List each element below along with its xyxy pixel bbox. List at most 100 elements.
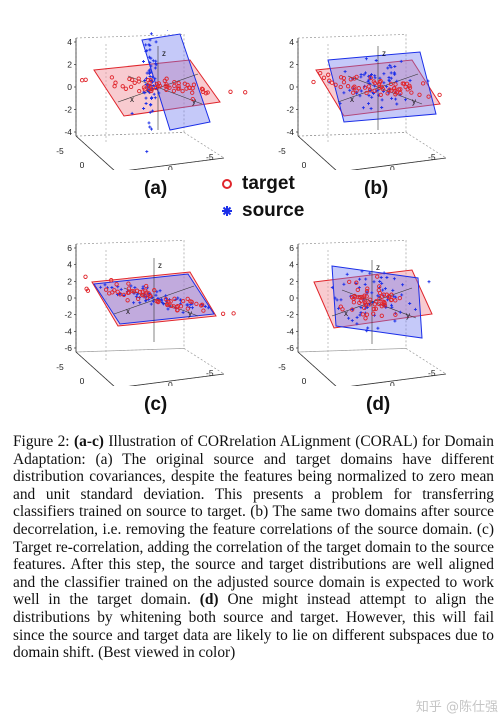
source-point bbox=[138, 301, 142, 305]
target-point bbox=[367, 88, 373, 93]
target-point bbox=[338, 84, 343, 90]
z-tick-label: -2 bbox=[286, 310, 294, 320]
y-tick-label: -5 bbox=[428, 152, 436, 162]
target-point bbox=[341, 80, 347, 85]
target-point bbox=[136, 76, 141, 81]
source-point bbox=[345, 272, 349, 276]
target-point bbox=[371, 79, 376, 84]
target-point bbox=[358, 298, 364, 304]
target-point bbox=[146, 83, 151, 88]
source-point bbox=[348, 88, 352, 92]
target-point bbox=[140, 289, 145, 294]
axis-label-z: z bbox=[382, 49, 386, 58]
x-tick-label: 0 bbox=[80, 376, 85, 386]
z-tick-label: 0 bbox=[67, 82, 72, 92]
source-point bbox=[373, 74, 377, 78]
z-tick-label: -6 bbox=[286, 343, 294, 353]
z-tick-label: 2 bbox=[289, 60, 294, 70]
legend-target: target bbox=[218, 170, 328, 197]
legend-source: source bbox=[218, 197, 328, 224]
source-point bbox=[134, 295, 138, 299]
source-point bbox=[203, 305, 207, 308]
target-point bbox=[185, 306, 190, 311]
y-tick-label: -5 bbox=[428, 368, 436, 378]
target-point bbox=[394, 90, 399, 95]
target-point bbox=[175, 308, 180, 313]
target-point bbox=[363, 316, 368, 321]
axis-label-y: y bbox=[406, 311, 410, 320]
target-point bbox=[400, 81, 405, 86]
target-point bbox=[165, 302, 170, 308]
source-point bbox=[164, 294, 168, 298]
source-point bbox=[413, 307, 417, 311]
target-point bbox=[393, 312, 398, 317]
axis-label-x: x bbox=[344, 309, 348, 318]
source-point bbox=[119, 287, 123, 291]
target-point bbox=[172, 296, 177, 301]
target-point bbox=[398, 87, 403, 92]
source-point bbox=[395, 79, 399, 83]
source-point bbox=[135, 292, 139, 296]
source-point bbox=[362, 73, 366, 77]
target-point bbox=[356, 86, 361, 91]
source-point bbox=[339, 298, 343, 302]
target-point bbox=[374, 299, 379, 304]
target-point bbox=[382, 300, 387, 306]
target-marker-icon bbox=[218, 177, 236, 191]
source-point bbox=[347, 316, 351, 320]
source-point bbox=[162, 302, 165, 306]
target-point bbox=[156, 81, 161, 86]
axis-label-z: z bbox=[158, 261, 162, 270]
target-point bbox=[243, 90, 248, 95]
source-point bbox=[147, 43, 151, 47]
source-point bbox=[153, 96, 157, 100]
target-point bbox=[164, 76, 169, 81]
target-point bbox=[355, 287, 360, 293]
z-tick-label: 6 bbox=[289, 243, 294, 253]
source-point bbox=[390, 305, 394, 309]
target-point bbox=[372, 88, 377, 93]
target-point bbox=[385, 91, 390, 96]
source-point bbox=[337, 306, 341, 310]
source-point bbox=[408, 302, 412, 305]
source-point bbox=[388, 63, 392, 67]
target-point bbox=[181, 298, 186, 304]
target-point bbox=[132, 80, 137, 85]
target-point bbox=[327, 78, 332, 83]
source-point bbox=[148, 48, 152, 52]
target-point bbox=[388, 297, 394, 303]
source-point bbox=[385, 276, 389, 279]
source-point bbox=[151, 75, 155, 79]
source-point bbox=[377, 93, 381, 97]
source-point bbox=[389, 65, 393, 69]
source-point bbox=[149, 64, 153, 68]
source-point bbox=[355, 315, 359, 319]
target-point bbox=[201, 308, 206, 313]
target-point bbox=[361, 295, 366, 300]
axis-label-y: y bbox=[412, 97, 416, 106]
target-point bbox=[176, 83, 181, 89]
source-point bbox=[389, 71, 393, 75]
source-point bbox=[370, 73, 373, 76]
z-tick-label: -2 bbox=[286, 105, 294, 115]
source-point bbox=[152, 92, 156, 96]
target-point bbox=[391, 86, 397, 91]
target-point bbox=[354, 280, 359, 285]
caption-part-ac-text: Illustration of CORrelation ALignment (C… bbox=[13, 433, 494, 609]
target-point bbox=[364, 90, 369, 96]
target-point bbox=[120, 84, 125, 89]
target-point bbox=[393, 82, 398, 87]
target-point bbox=[190, 96, 195, 102]
z-tick-label: -4 bbox=[64, 326, 72, 336]
target-point bbox=[348, 77, 353, 82]
source-point bbox=[393, 65, 397, 68]
source-point bbox=[358, 94, 362, 98]
source-point bbox=[147, 121, 151, 125]
source-point bbox=[400, 293, 404, 297]
target-point bbox=[169, 303, 174, 308]
target-point bbox=[149, 87, 154, 92]
target-point bbox=[167, 85, 172, 90]
source-point bbox=[142, 107, 146, 110]
